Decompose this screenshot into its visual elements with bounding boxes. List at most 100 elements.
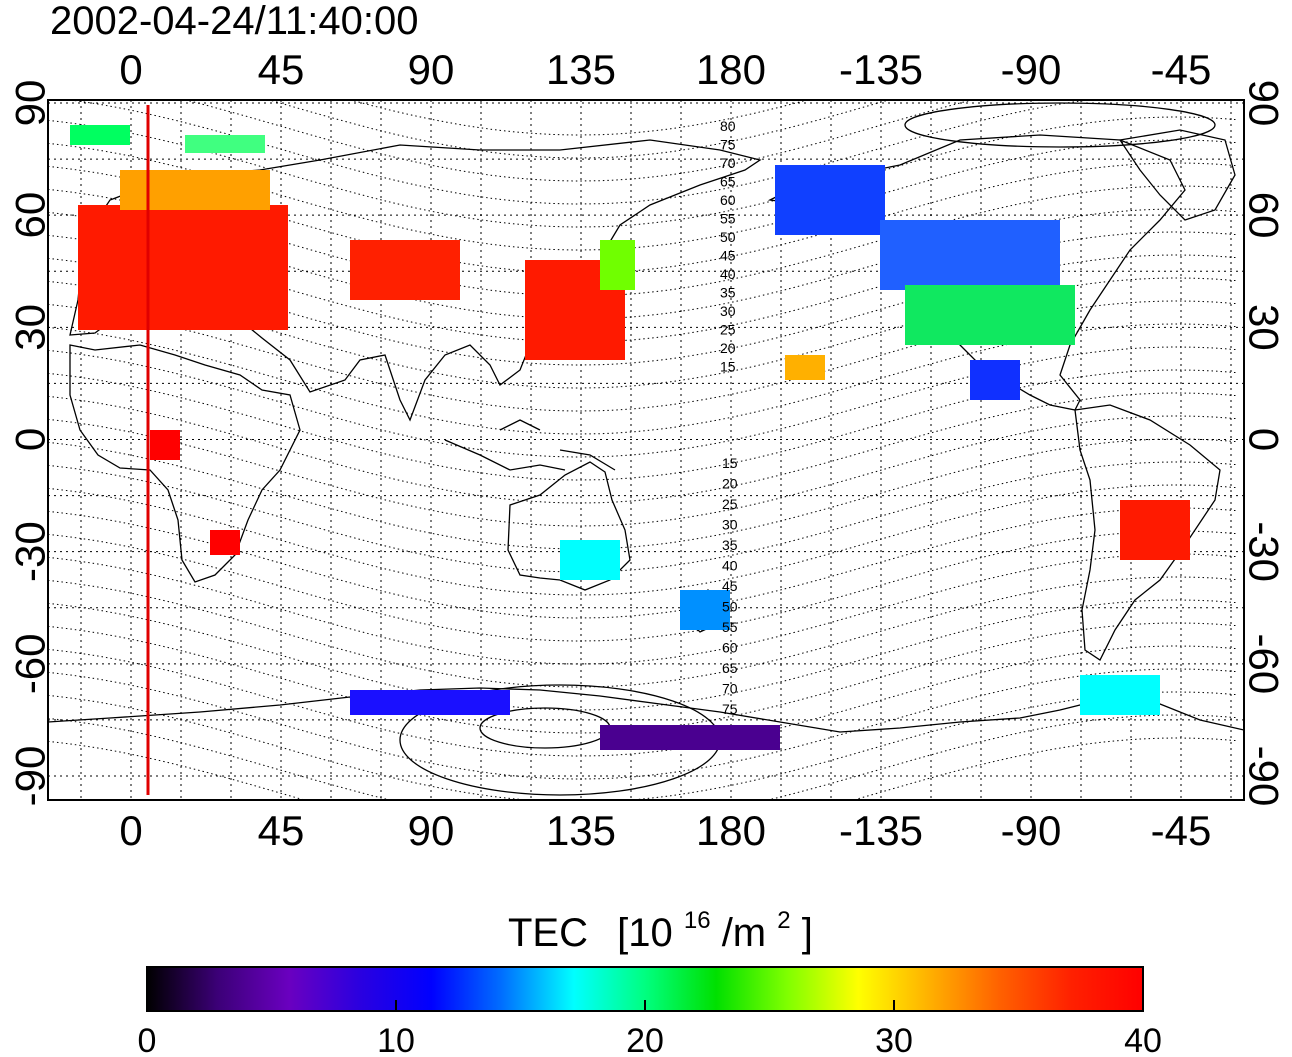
- tec-antarctic-edge: [350, 690, 510, 715]
- top-lon-tick: 180: [696, 46, 766, 93]
- tec-patagonia: [1080, 675, 1160, 715]
- contour-label-south: 35: [722, 537, 738, 553]
- coast-south-america: [1074, 404, 1221, 661]
- map-area: [48, 100, 1244, 800]
- tec-hawaii: [785, 355, 825, 380]
- contour-label-north: 70: [720, 155, 736, 171]
- tec-indian-ocean: [210, 530, 240, 555]
- contour-label-north: 30: [720, 303, 736, 319]
- tec-observations: [70, 125, 1190, 750]
- contour-label-north: 50: [720, 229, 736, 245]
- bottom-lon-tick: -90: [1001, 807, 1062, 854]
- left-lat-tick: -90: [7, 746, 54, 807]
- maglat-contour: [48, 438, 1237, 550]
- maglat-contour: [48, 415, 1237, 527]
- coast-australia: [507, 461, 631, 591]
- contour-label-north: 55: [720, 211, 736, 227]
- contour-label-south: 20: [722, 476, 738, 492]
- coast-africa: [69, 344, 301, 583]
- right-lat-tick: 90: [1240, 80, 1287, 127]
- top-lon-tick: -45: [1151, 46, 1212, 93]
- tec-mexico: [970, 360, 1020, 400]
- maglat-contour: [48, 484, 1237, 596]
- left-lat-tick: 30: [7, 304, 54, 351]
- bottom-lon-tick: 90: [408, 807, 455, 854]
- contour-label-south: 75: [722, 701, 738, 717]
- tec-brazil: [1120, 500, 1190, 560]
- maglat-contour: [48, 622, 1237, 734]
- maglat-contour: [48, 668, 1237, 780]
- bottom-lon-tick: 0: [119, 807, 142, 854]
- maglat-contour: [48, 116, 1237, 228]
- contour-label-south: 70: [722, 681, 738, 697]
- right-lat-tick: 30: [1240, 304, 1287, 351]
- contour-label-north: 25: [720, 322, 736, 338]
- maglat-contour: [48, 576, 1237, 688]
- tec-russia: [350, 240, 460, 300]
- bottom-lon-tick: 180: [696, 807, 766, 854]
- right-lat-tick: -90: [1240, 746, 1287, 807]
- top-lon-tick: 0: [119, 46, 142, 93]
- colorbar-tick-label: 0: [138, 1022, 157, 1057]
- maglat-contour: [48, 461, 1237, 573]
- maglat-contour: [48, 507, 1237, 619]
- tec-japan-north: [600, 240, 635, 290]
- right-lat-tick: 60: [1240, 192, 1287, 239]
- right-lat-tick: 0: [1240, 428, 1287, 451]
- contour-label-south: 45: [722, 578, 738, 594]
- colorbar-ticks: 0 10 20 30 40: [138, 1000, 1162, 1057]
- tec-australia: [560, 540, 620, 580]
- colorbar-tick-label: 20: [626, 1022, 664, 1057]
- right-lat-tick: -60: [1240, 633, 1287, 694]
- contour-label-north: 40: [720, 266, 736, 282]
- colorbar-tick-label: 40: [1124, 1022, 1162, 1057]
- tec-africa-spots: [150, 430, 180, 460]
- top-lon-tick: -135: [839, 46, 923, 93]
- maglat-contour: [48, 346, 1237, 458]
- tec-us: [905, 285, 1075, 345]
- tec-canada: [880, 220, 1060, 290]
- maglat-contour: [48, 714, 1237, 800]
- contour-label-north: 65: [720, 174, 736, 190]
- contour-label-south: 65: [722, 660, 738, 676]
- maglat-contour: [48, 599, 1237, 711]
- maglat-contour: [48, 553, 1237, 665]
- tec-arctic-europe: [70, 125, 130, 145]
- colorbar-tick-label: 10: [377, 1022, 415, 1057]
- top-lon-tick: 90: [408, 46, 455, 93]
- left-lat-tick: 0: [7, 428, 54, 451]
- bottom-lon-tick: -135: [839, 807, 923, 854]
- coast-greenland: [1118, 129, 1236, 221]
- colorbar: TEC [10 16 /m 2 ] 0 10 20 30 40: [138, 893, 1162, 1057]
- top-lon-tick: 45: [258, 46, 305, 93]
- left-lat-tick: 60: [7, 192, 54, 239]
- figure-title: 2002-04-24/11:40:00: [50, 0, 418, 43]
- contour-label-south: 50: [722, 599, 738, 615]
- contour-label-north: 60: [720, 192, 736, 208]
- contour-label-south: 40: [722, 558, 738, 574]
- north-pole-contour: [904, 102, 1216, 148]
- top-lon-tick: 135: [546, 46, 616, 93]
- tec-alaska: [775, 165, 885, 235]
- tec-scandinavia: [120, 170, 270, 210]
- contour-label-north: 15: [720, 359, 736, 375]
- colorbar-title: TEC [10 16 /m 2 ]: [508, 893, 813, 955]
- top-lon-tick: -90: [1001, 46, 1062, 93]
- contour-label-south: 25: [722, 496, 738, 512]
- contour-label-south: 15: [722, 455, 738, 471]
- axis-ticks: 0 45 90 135 180 -135 -90 -450 45 90 135 180 -135 -90-…: [7, 46, 1288, 854]
- contour-label-south: 55: [722, 619, 738, 635]
- left-lat-tick: -60: [7, 633, 54, 694]
- colorbar-tick-label: 30: [875, 1022, 913, 1057]
- bottom-lon-tick: 45: [258, 807, 305, 854]
- maglat-contour: [48, 392, 1237, 504]
- bottom-lon-tick: 135: [546, 807, 616, 854]
- maglat-contour: [48, 645, 1237, 757]
- contour-label-south: 30: [722, 517, 738, 533]
- tec-arctic-central: [185, 135, 265, 153]
- left-lat-tick: 90: [7, 80, 54, 127]
- maglat-contour: [48, 691, 1237, 800]
- maglat-contour: [184, 100, 974, 182]
- bottom-lon-tick: -45: [1151, 807, 1212, 854]
